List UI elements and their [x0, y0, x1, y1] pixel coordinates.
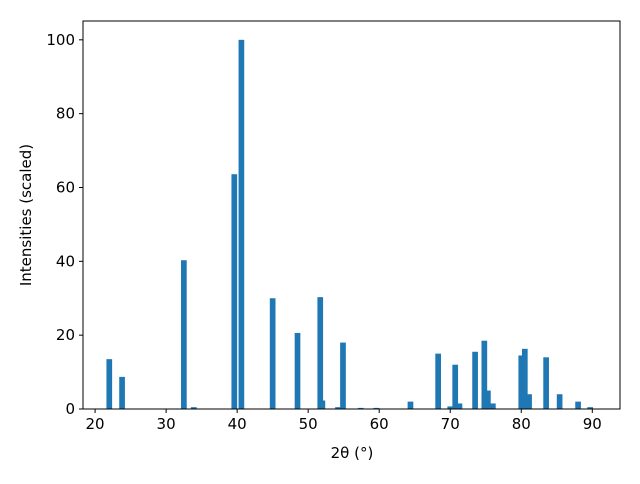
x-tick-label: 50: [299, 415, 318, 433]
bar: [447, 406, 454, 409]
bar: [106, 359, 113, 409]
bar: [575, 401, 581, 409]
x-axis-label: 2θ (°): [331, 444, 374, 462]
bar: [190, 407, 197, 409]
x-tick-label: 80: [512, 415, 531, 433]
bar: [231, 174, 238, 409]
bar: [435, 353, 441, 409]
y-axis-label: Intensities (scaled): [17, 144, 35, 286]
bar: [543, 357, 549, 409]
bar: [319, 400, 326, 409]
bar: [181, 260, 187, 409]
plot-frame: [82, 20, 621, 410]
bar: [407, 401, 414, 409]
bar: [335, 407, 341, 409]
bar: [269, 298, 276, 409]
bar: [485, 390, 491, 409]
bar: [238, 39, 245, 409]
bar: [490, 403, 496, 409]
x-tick-label: 90: [583, 415, 602, 433]
bar: [452, 364, 459, 409]
y-tick-label: 60: [56, 178, 75, 196]
bar: [526, 394, 532, 409]
bar: [119, 376, 125, 409]
bar: [456, 403, 463, 409]
bar: [317, 297, 324, 409]
bar: [357, 407, 364, 409]
x-tick-label: 20: [86, 415, 105, 433]
x-tick-label: 40: [228, 415, 247, 433]
y-tick-label: 40: [56, 252, 75, 270]
bar: [521, 348, 528, 409]
bar: [556, 394, 563, 409]
bar: [340, 342, 346, 409]
bar: [373, 407, 380, 409]
y-tick-label: 80: [56, 105, 75, 123]
x-tick-label: 60: [370, 415, 389, 433]
y-tick-label: 20: [56, 326, 75, 344]
bar: [587, 407, 594, 409]
bar: [472, 351, 478, 409]
x-tick-label: 30: [157, 415, 176, 433]
bar: [518, 355, 525, 409]
bar: [294, 332, 301, 409]
x-tick-label: 70: [441, 415, 460, 433]
y-tick-label: 100: [46, 31, 75, 49]
bar: [481, 340, 488, 409]
y-tick-label: 0: [65, 400, 75, 418]
